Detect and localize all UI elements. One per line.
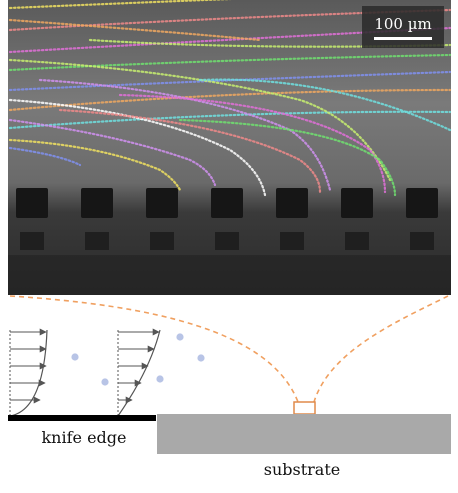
- particle-track: [8, 146, 82, 167]
- pillar-reflection: [345, 232, 369, 250]
- pillar-reflection: [215, 232, 239, 250]
- particle-track: [178, 118, 397, 197]
- velocity-profile-right: [117, 328, 161, 417]
- scale-bar: 100 µm: [362, 6, 444, 48]
- particles: [71, 333, 205, 386]
- particle: [156, 375, 164, 383]
- pillar-reflection: [150, 232, 174, 250]
- scale-bar-background: [362, 6, 444, 48]
- scale-bar-label: 100 µm: [374, 15, 431, 33]
- particle-track: [8, 18, 262, 42]
- particle: [101, 378, 109, 386]
- zoom-line-right: [313, 295, 449, 403]
- substrate-label: substrate: [264, 460, 340, 479]
- pillar-reflection: [280, 232, 304, 250]
- pillar-reflection: [410, 232, 434, 250]
- pillar: [276, 188, 308, 218]
- pillar: [16, 188, 48, 218]
- particle-track: [8, 88, 452, 112]
- particle-track: [8, 98, 267, 197]
- pillar-reflection: [85, 232, 109, 250]
- pillar-reflection: [20, 232, 44, 250]
- particle: [197, 354, 205, 362]
- knife-edge-label: knife edge: [41, 428, 126, 447]
- pillar: [146, 188, 178, 218]
- zoom-line-left: [9, 295, 299, 403]
- pillar: [341, 188, 373, 218]
- velocity-arrows: [10, 328, 47, 404]
- particle-track: [8, 0, 233, 10]
- pillar: [81, 188, 113, 218]
- particle-track: [8, 110, 452, 130]
- particle: [176, 333, 184, 341]
- particle-track: [8, 138, 182, 192]
- profile-curve: [9, 329, 48, 417]
- pillar: [211, 188, 243, 218]
- substrate-block: [157, 414, 451, 454]
- knife-edge-bar: [8, 415, 156, 421]
- zoom-box: [293, 401, 316, 415]
- velocity-profile-left: [9, 328, 48, 417]
- particle-track: [198, 78, 452, 132]
- particle-track: [58, 108, 322, 194]
- particle-tracks: [8, 0, 452, 197]
- particle-track: [38, 78, 332, 192]
- scale-bar-line: [374, 37, 432, 40]
- pillar: [406, 188, 438, 218]
- particle: [71, 353, 79, 361]
- particle-track: [8, 58, 392, 182]
- profile-curve: [117, 329, 161, 417]
- photo-bottom-shadow: [8, 255, 451, 295]
- velocity-arrows: [118, 328, 160, 404]
- particle-track: [8, 53, 452, 72]
- microscope-image: 100 µm: [8, 0, 452, 295]
- pillar-row: [16, 188, 438, 250]
- particle-track: [8, 118, 217, 187]
- particle-track: [118, 93, 387, 194]
